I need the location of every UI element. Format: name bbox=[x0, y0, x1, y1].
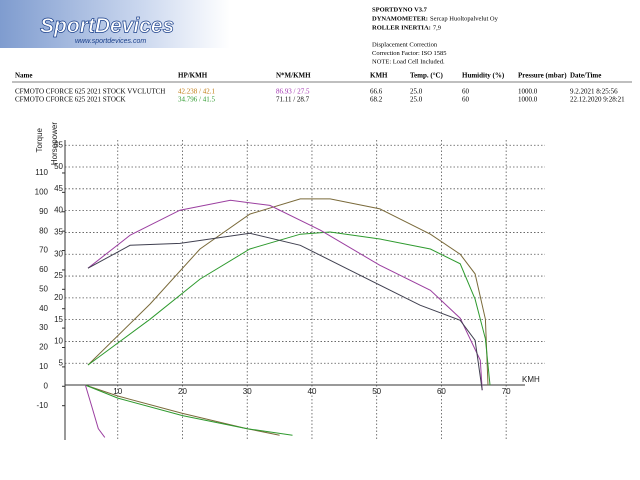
column-header: Humidity (%) bbox=[462, 72, 505, 80]
x-axis-label: KMH bbox=[522, 375, 540, 384]
cell: 60 bbox=[462, 96, 470, 104]
logo-bg bbox=[0, 0, 230, 48]
cell: 22.12.2020 9:28:21 bbox=[570, 96, 625, 104]
x-tick-label: 70 bbox=[502, 387, 511, 396]
cell: 1000.0 bbox=[518, 88, 538, 96]
column-header: Date/Time bbox=[570, 72, 601, 80]
y2-tick-label: 30 bbox=[54, 249, 63, 258]
y-tick-label: 10 bbox=[39, 362, 48, 371]
note: NOTE: Load Cell Included. bbox=[372, 58, 445, 65]
y2-tick-label: 35 bbox=[54, 228, 63, 237]
cell: 1000.0 bbox=[518, 96, 538, 104]
y2-tick-label: 55 bbox=[54, 140, 63, 149]
y2-tick-label: 40 bbox=[54, 206, 63, 215]
column-header: Pressure (mbar) bbox=[518, 72, 567, 80]
x-tick-label: 50 bbox=[372, 387, 381, 396]
x-tick-label: 40 bbox=[308, 387, 317, 396]
y-tick-label: 50 bbox=[39, 284, 48, 293]
curve bbox=[84, 384, 106, 438]
cell: CFMOTO CFORCE 625 2021 STOCK VVCLUTCH bbox=[15, 88, 165, 96]
x-tick-label: 30 bbox=[243, 387, 252, 396]
y2-tick-label: 45 bbox=[54, 184, 63, 193]
cell: 25.0 bbox=[410, 96, 423, 104]
chart: 5 10 15 20 25 30 35 40 45 50 55 -10 0 10 20 30 40 50 60 70 8… bbox=[35, 122, 545, 440]
curve bbox=[87, 199, 483, 391]
curve bbox=[87, 198, 489, 386]
run-table: Name HP/KMH N*M/KMH KMH Temp. (°C) Humidity (… bbox=[15, 72, 625, 104]
y2-axis-label: Horsepower bbox=[50, 122, 59, 165]
x-tick-label: 60 bbox=[437, 387, 446, 396]
column-header: KMH bbox=[370, 72, 388, 80]
curve bbox=[87, 232, 483, 391]
y2-tick-label: 15 bbox=[54, 315, 63, 324]
y-axis-label: Torque bbox=[35, 127, 44, 152]
curve bbox=[87, 231, 491, 386]
cell: 66.6 bbox=[370, 88, 383, 96]
cell: 9.2.2021 8:25:56 bbox=[570, 88, 618, 96]
column-header: HP/KMH bbox=[178, 72, 208, 80]
y-tick-label: 40 bbox=[39, 304, 48, 313]
x-tick-label: 10 bbox=[113, 387, 122, 396]
y2-tick-label: 5 bbox=[59, 358, 64, 367]
y2-tick-label: 10 bbox=[54, 337, 63, 346]
y2-tick-label: 25 bbox=[54, 271, 63, 280]
header-info: DYNAMOMETER: Sercap Huoltopalvelut Oy ROLL… bbox=[372, 15, 499, 65]
y-tick-label: 70 bbox=[39, 246, 48, 255]
logo: SportDevices bbox=[40, 15, 174, 38]
y-tick-label: 0 bbox=[44, 381, 49, 390]
column-header: N*M/KMH bbox=[276, 72, 311, 80]
info-value: Sercap Huoltopalvelut Oy bbox=[430, 15, 499, 22]
info-label: ROLLER INERTIA: bbox=[372, 24, 431, 31]
cell: 34.796 / 41.5 bbox=[178, 96, 215, 104]
cell: 68.2 bbox=[370, 96, 383, 104]
y-tick-label: 20 bbox=[39, 343, 48, 352]
info-value: 7,9 bbox=[433, 24, 441, 31]
cell: 86.93 / 27.5 bbox=[276, 88, 310, 96]
y-tick-label: 90 bbox=[39, 207, 48, 216]
y-tick-label: 60 bbox=[39, 265, 48, 274]
cell: 42.238 / 42.1 bbox=[178, 88, 215, 96]
curve bbox=[85, 384, 280, 436]
cell: CFMOTO CFORCE 625 2021 STOCK bbox=[15, 96, 126, 104]
column-header: Name bbox=[15, 72, 33, 80]
curve bbox=[85, 384, 293, 436]
x-tick-label: 20 bbox=[178, 387, 187, 396]
y-tick-label: 100 bbox=[35, 187, 49, 196]
column-header: Temp. (°C) bbox=[410, 72, 444, 80]
y2-tick-label: 20 bbox=[54, 293, 63, 302]
cell: 60 bbox=[462, 88, 470, 96]
y-tick-label: 80 bbox=[39, 226, 48, 235]
cell: 25.0 bbox=[410, 88, 423, 96]
info-label: DYNAMOMETER: bbox=[372, 15, 428, 22]
y-tick-label: 30 bbox=[39, 323, 48, 332]
y-tick-label: -10 bbox=[36, 401, 48, 410]
logo-url: www.sportdevices.com bbox=[75, 38, 146, 45]
note: Correction Factor: ISO 1585 bbox=[372, 50, 447, 57]
y2-tick-label: 50 bbox=[54, 162, 63, 171]
note: Displacement Correction bbox=[372, 41, 438, 48]
app-title: SPORTDYNO V3.7 bbox=[372, 6, 428, 13]
y-tick-label: 110 bbox=[35, 168, 48, 177]
cell: 71.11 / 28.7 bbox=[276, 96, 310, 104]
